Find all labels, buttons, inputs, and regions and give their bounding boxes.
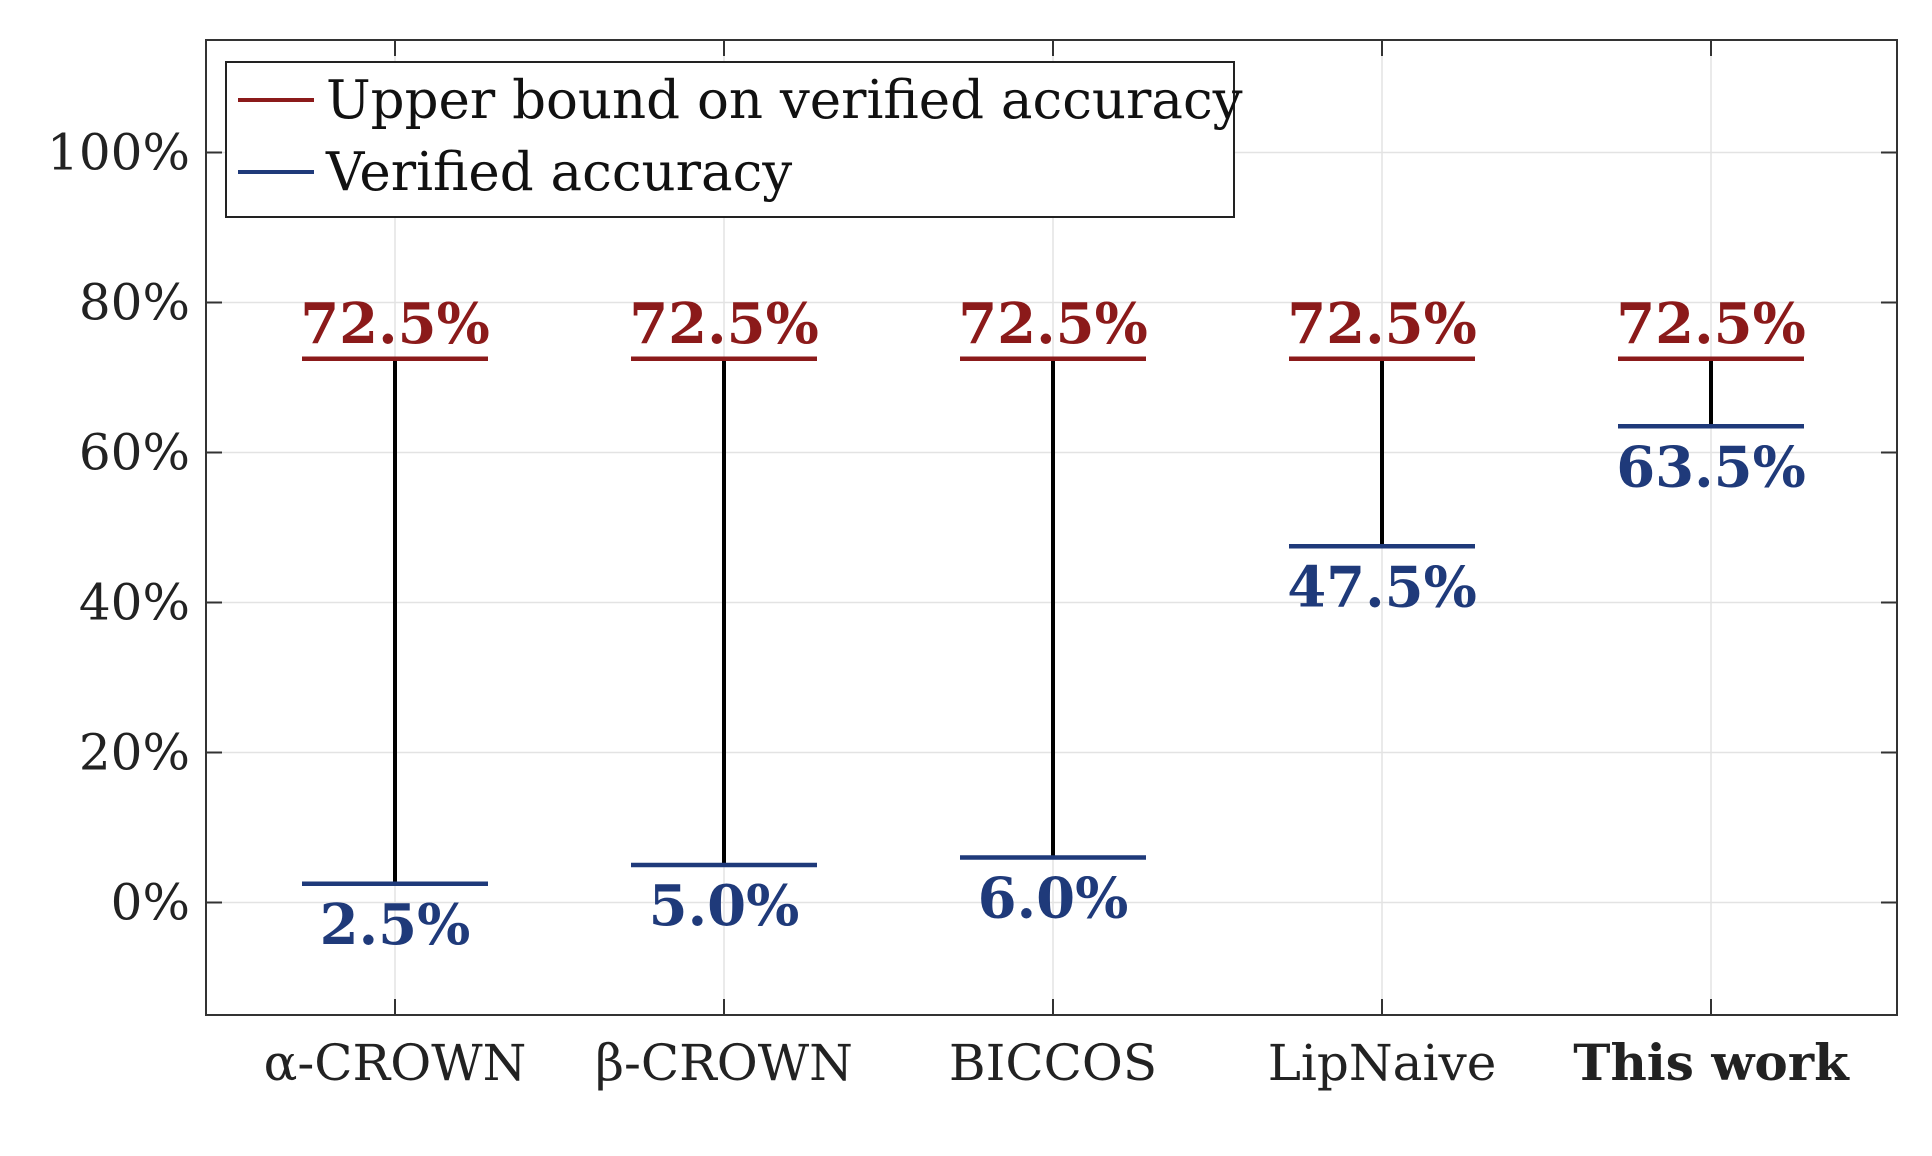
legend-label-upper-bound: Upper bound on verified accuracy (326, 70, 1243, 131)
y-tick-label: 20% (79, 724, 190, 782)
upper-bound-label: 72.5% (1616, 291, 1806, 357)
verified-accuracy-label: 6.0% (978, 866, 1129, 932)
y-tick-label: 40% (79, 574, 190, 632)
x-category-label: This work (1573, 1033, 1850, 1092)
verified-accuracy-label: 63.5% (1616, 434, 1806, 500)
range-connectors (393, 358, 1713, 884)
x-category-label: β-CROWN (595, 1034, 853, 1092)
upper-bound-label: 72.5% (300, 291, 490, 357)
verified-accuracy-label: 47.5% (1287, 554, 1477, 620)
verified-accuracy-label: 2.5% (320, 892, 471, 958)
y-tick-label: 60% (79, 424, 190, 482)
x-axis: α-CROWN β-CROWN BICCOS LipNaive This work (264, 40, 1850, 1092)
upper-bound-label: 72.5% (1287, 291, 1477, 357)
data-labels: 72.5% 2.5% 72.5% 5.0% 72.5% 6.0% 72.5% 47.5% 72.… (300, 291, 1806, 958)
legend-box (225, 61, 1235, 218)
y-tick-label: 100% (47, 124, 190, 182)
verified-accuracy-label: 5.0% (649, 873, 800, 939)
legend: Upper bound on verified accuracy Verifie… (225, 61, 1243, 218)
y-tick-label: 80% (79, 274, 190, 332)
value-marks (302, 356, 1804, 886)
plot-frame (205, 39, 1898, 1016)
y-tick-label: 0% (111, 874, 190, 932)
y-axis: 0% 20% 40% 60% 80% 100% (47, 124, 1897, 932)
x-category-label: BICCOS (949, 1034, 1157, 1092)
x-category-label: α-CROWN (264, 1034, 527, 1092)
upper-bound-label: 72.5% (958, 291, 1148, 357)
upper-bound-label: 72.5% (629, 291, 819, 357)
x-category-label: LipNaive (1268, 1034, 1497, 1092)
legend-label-verified: Verified accuracy (325, 142, 792, 203)
